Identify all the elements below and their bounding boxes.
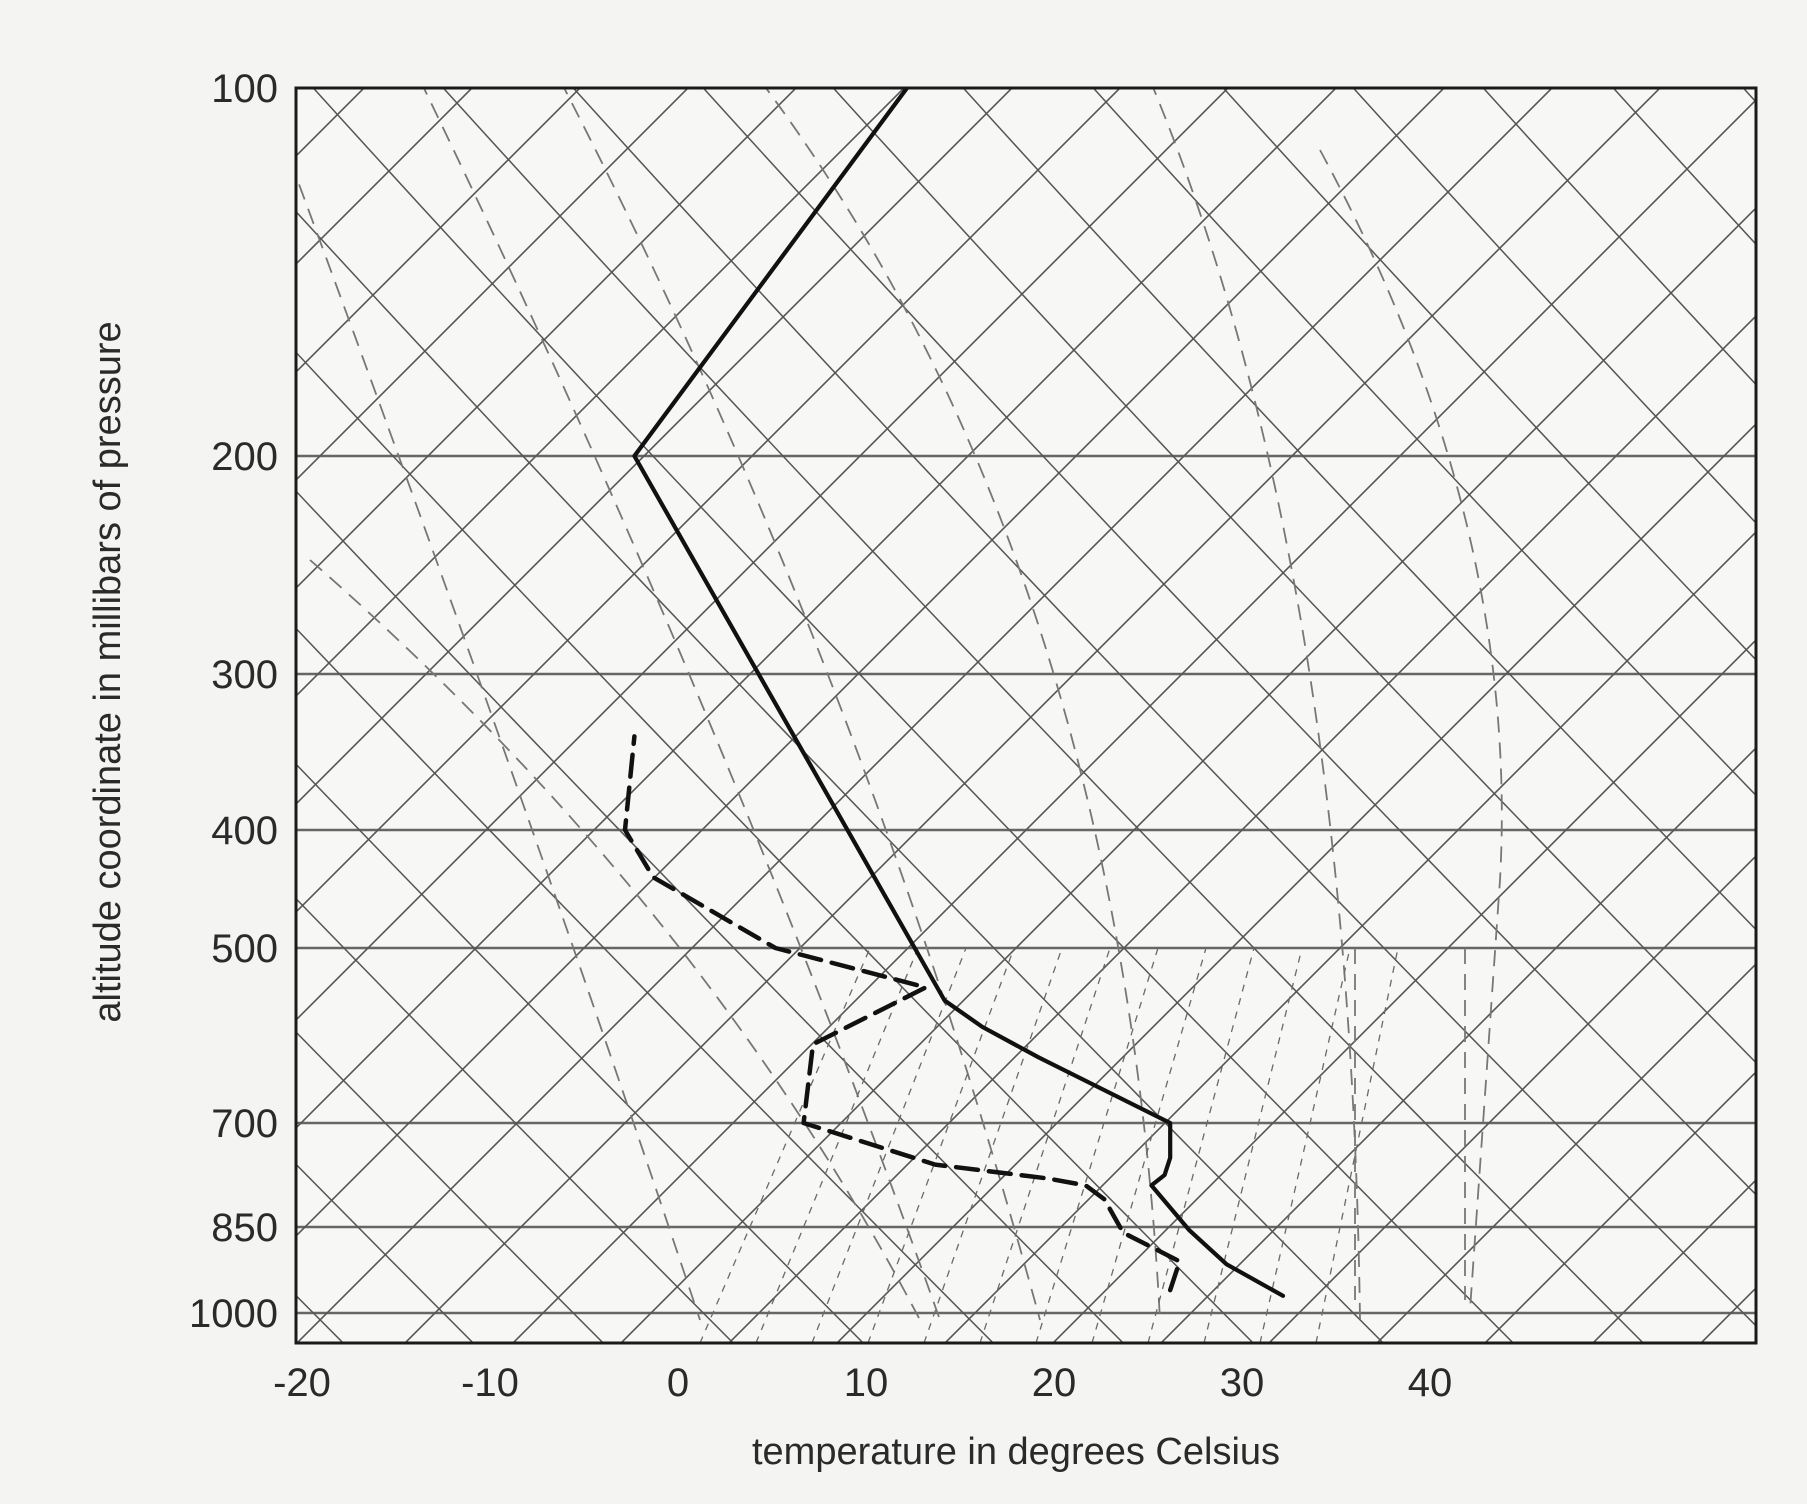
y-tick-label: 500 bbox=[211, 927, 278, 971]
moist-adiabat-line bbox=[764, 88, 1161, 1321]
dry-adiabat-line bbox=[442, 88, 1645, 1343]
dry-adiabat-line bbox=[296, 210, 1385, 1343]
dry-adiabat-line bbox=[962, 88, 1756, 931]
mixing-ratio-line bbox=[1259, 947, 1351, 1343]
dry-adiabat-line bbox=[832, 88, 1756, 1064]
diagram-grid bbox=[0, 40, 1756, 1420]
dry-adiabat-line bbox=[572, 88, 1756, 1327]
moist-adiabat-line bbox=[1152, 88, 1361, 1321]
moist-adiabat-line bbox=[563, 88, 1041, 1321]
isotherm-line bbox=[727, 314, 1756, 1343]
x-axis-title: temperature in degrees Celsius bbox=[752, 1431, 1280, 1473]
x-tick-label: -20 bbox=[273, 1361, 331, 1405]
x-tick-label: -10 bbox=[461, 1361, 519, 1405]
isotherm-line bbox=[1375, 962, 1756, 1343]
isotherm-line bbox=[296, 88, 1014, 806]
mixing-ratio-line bbox=[1203, 947, 1303, 1343]
dry-adiabat-line bbox=[312, 88, 1515, 1343]
isotherm-line bbox=[296, 88, 1554, 1343]
isotherm-line bbox=[296, 88, 1446, 1238]
dry-adiabat-line bbox=[1092, 88, 1756, 797]
isotherm-line bbox=[296, 88, 582, 374]
mixing-ratio-line bbox=[1315, 947, 1399, 1343]
series-layer bbox=[622, 88, 1286, 1298]
moist-adiabat-line bbox=[296, 173, 701, 1321]
x-tick-label: 0 bbox=[667, 1361, 689, 1405]
isotherm-line bbox=[835, 422, 1756, 1343]
mixing-ratio-line bbox=[1091, 947, 1207, 1343]
isotherm-line bbox=[0, 40, 88, 1420]
plot-frame bbox=[294, 86, 1758, 1345]
mixing-ratio-line bbox=[867, 947, 1015, 1343]
y-tick-label: 1000 bbox=[189, 1292, 278, 1336]
plot-background bbox=[296, 88, 1756, 1343]
isotherm-line bbox=[1483, 1070, 1756, 1343]
dry-adiabat-line bbox=[1482, 88, 1756, 386]
mixing-ratio-line bbox=[699, 947, 871, 1343]
mixing-ratio-line bbox=[1147, 947, 1255, 1343]
y-tick-label: 400 bbox=[211, 809, 278, 853]
x-tick-label: 30 bbox=[1220, 1361, 1265, 1405]
isotherm-line bbox=[296, 88, 906, 698]
dry-adiabat-line bbox=[296, 1030, 605, 1343]
isotherm-line bbox=[403, 88, 1662, 1343]
isotherm-line bbox=[511, 98, 1756, 1343]
isotherm-line bbox=[1591, 1178, 1756, 1343]
isotherm-line bbox=[296, 88, 1230, 1022]
y-axis-title: altitude coordinate in millibars of pres… bbox=[87, 321, 129, 1022]
y-tick-label: 200 bbox=[211, 435, 278, 479]
dry-adiabat-line bbox=[1612, 88, 1756, 246]
dry-adiabat-line bbox=[296, 627, 995, 1343]
moist-adiabat-line bbox=[309, 559, 921, 1321]
isotherm-line bbox=[943, 530, 1756, 1343]
dry-adiabat-line bbox=[296, 897, 735, 1343]
x-tick-label: 10 bbox=[844, 1361, 889, 1405]
isotherm-line bbox=[1267, 854, 1756, 1343]
dry-adiabat-line bbox=[1352, 88, 1756, 525]
isotherm-line bbox=[1159, 746, 1756, 1343]
isotherm-line bbox=[619, 206, 1756, 1343]
y-tick-label: 100 bbox=[211, 67, 278, 111]
isotherm-line bbox=[296, 88, 798, 590]
moist-adiabat-line bbox=[422, 88, 941, 1321]
dry-adiabat-line bbox=[296, 763, 865, 1343]
temperature-line bbox=[632, 88, 1286, 1298]
mixing-ratio-line bbox=[755, 947, 919, 1343]
mixing-ratio-line bbox=[811, 947, 967, 1343]
isotherm-line bbox=[296, 88, 1122, 914]
isotherm-line bbox=[296, 88, 1338, 1130]
dry-adiabat-line bbox=[296, 1163, 475, 1343]
dry-adiabat-line bbox=[702, 88, 1756, 1196]
tick-labels: 100 200 300 400 500 700 850 1000 -20 -10 0 10 20 30 40 bbox=[189, 67, 1452, 1405]
x-tick-label: 40 bbox=[1408, 1361, 1453, 1405]
y-tick-label: 850 bbox=[211, 1206, 278, 1250]
y-tick-label: 300 bbox=[211, 653, 278, 697]
x-tick-label: 20 bbox=[1032, 1361, 1077, 1405]
dewpoint-line bbox=[622, 734, 1182, 1293]
dry-adiabat-line bbox=[1222, 88, 1756, 661]
dry-adiabat-line bbox=[296, 351, 1255, 1343]
isotherm-line bbox=[296, 88, 690, 482]
isotherm-line bbox=[1051, 638, 1756, 1343]
moist-adiabat-line bbox=[1319, 149, 1503, 1311]
y-tick-label: 700 bbox=[211, 1102, 278, 1146]
